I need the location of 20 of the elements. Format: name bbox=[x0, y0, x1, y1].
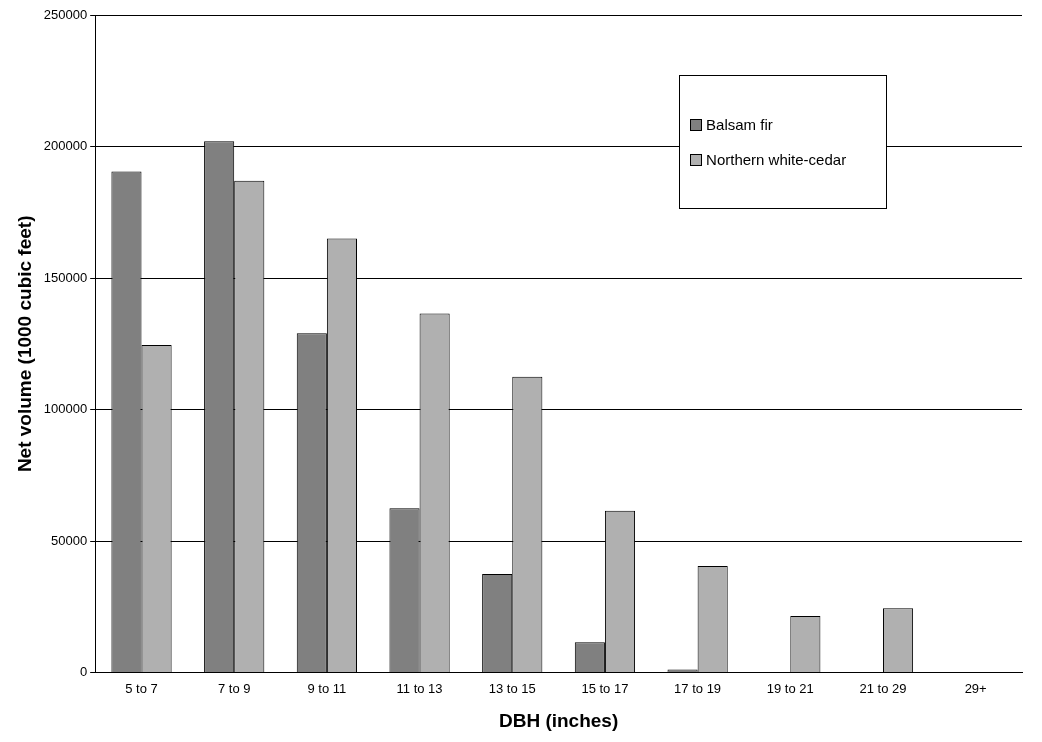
x-tick-label: 19 to 21 bbox=[766, 680, 814, 696]
x-tick-label: 9 to 11 bbox=[307, 680, 347, 696]
legend-label: Northern white-cedar bbox=[706, 151, 847, 168]
x-tick-label: 15 to 17 bbox=[581, 680, 629, 696]
y-tick-label: 0 bbox=[79, 664, 88, 680]
y-tick-label: 100000 bbox=[43, 401, 88, 417]
x-tick-label: 13 to 15 bbox=[488, 680, 536, 696]
x-tick-label: 5 to 7 bbox=[125, 680, 158, 696]
y-tick-label: 50000 bbox=[51, 532, 88, 548]
x-tick-label: 11 to 13 bbox=[396, 680, 443, 696]
x-tick-label: 21 to 29 bbox=[859, 680, 907, 696]
x-tick-label: 17 to 19 bbox=[674, 680, 722, 696]
y-tick-label: 250000 bbox=[43, 6, 88, 22]
x-axis-title: DBH (inches) bbox=[498, 709, 619, 731]
y-tick-label: 200000 bbox=[43, 138, 88, 154]
y-tick-label: 150000 bbox=[43, 269, 88, 285]
legend-label: Balsam fir bbox=[706, 116, 773, 133]
x-tick-label: 7 to 9 bbox=[217, 680, 251, 696]
x-tick-label: 29+ bbox=[964, 680, 987, 696]
y-axis-title: Net volume (1000 cubic feet) bbox=[13, 215, 35, 473]
